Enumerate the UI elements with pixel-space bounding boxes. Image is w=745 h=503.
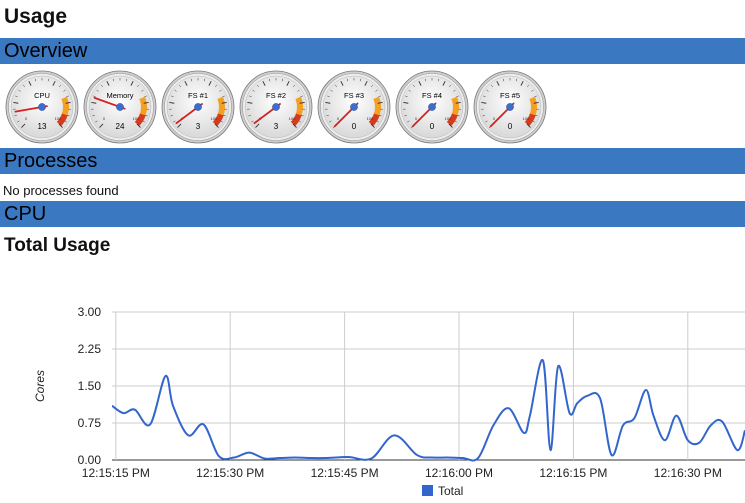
section-header-processes: Processes	[0, 148, 745, 174]
gauge-max-label: 100	[523, 116, 530, 121]
gauge-hub	[194, 103, 202, 111]
gauge-memory: 0 100 Memory 24	[83, 70, 157, 144]
x-tick-label: 12:15:15 PM	[82, 466, 150, 480]
gauge-max-label: 100	[55, 116, 62, 121]
gauge-value: 0	[508, 122, 513, 131]
gauge-value: 0	[430, 122, 435, 131]
section-header-overview: Overview	[0, 38, 745, 64]
legend-swatch-total	[422, 485, 433, 496]
gauge-hub	[272, 103, 280, 111]
gauge-cpu: 0 100 CPU 13	[5, 70, 79, 144]
gauge-value: 3	[196, 122, 201, 131]
x-tick-label: 12:15:30 PM	[196, 466, 264, 480]
gauge-row: 0 100 CPU 13 0 100 Memory 24 0 100 FS #1 3 0 100 FS #2…	[0, 70, 745, 146]
y-tick-label: 1.50	[78, 379, 102, 393]
gauge-warning-band	[451, 96, 459, 116]
gauge-fs-4: 0 100 FS #4 0	[395, 70, 469, 144]
cpu-usage-chart-svg: 0.00 0.75 1.50 2.25 3.00 12:15:15 PM 12:15:30 …	[33, 305, 745, 498]
x-tick-label: 12:16:00 PM	[425, 466, 493, 480]
processes-empty-message: No processes found	[3, 183, 119, 198]
gauge-label: FS #5	[500, 91, 520, 100]
gauge-dial: 0 100 Memory 24	[83, 70, 157, 144]
section-header-cpu: CPU	[0, 201, 745, 227]
gauge-warning-band	[139, 96, 147, 116]
y-tick-label: 0.75	[78, 416, 102, 430]
x-tick-label: 12:16:15 PM	[539, 466, 607, 480]
gauge-warning-band	[61, 96, 69, 116]
x-tick-label: 12:16:30 PM	[654, 466, 722, 480]
gauge-value: 24	[116, 122, 125, 131]
gauge-dial: 0 100 FS #4 0	[395, 70, 469, 144]
gauge-value: 0	[352, 122, 357, 131]
gauge-min-label: 0	[337, 116, 340, 121]
gauge-min-label: 0	[103, 116, 106, 121]
gauge-warning-band	[529, 96, 537, 116]
gauge-min-label: 0	[415, 116, 418, 121]
legend-label-total: Total	[438, 484, 463, 498]
gauge-hub	[116, 103, 124, 111]
chart-gridlines	[112, 311, 745, 461]
gauge-min-label: 0	[25, 116, 28, 121]
gauge-hub	[350, 103, 358, 111]
gauge-label: CPU	[34, 91, 50, 100]
gauge-fs-3: 0 100 FS #3 0	[317, 70, 391, 144]
x-tick-label: 12:15:45 PM	[311, 466, 379, 480]
gauge-warning-band	[373, 96, 381, 116]
chart-legend: Total	[422, 484, 463, 498]
y-tick-label: 0.00	[78, 453, 102, 467]
gauge-max-label: 100	[367, 116, 374, 121]
gauge-dial: 0 100 FS #3 0	[317, 70, 391, 144]
gauge-label: Memory	[106, 91, 133, 100]
gauge-max-label: 100	[211, 116, 218, 121]
page-title: Usage	[4, 5, 68, 28]
gauge-label: FS #3	[344, 91, 364, 100]
gauge-max-label: 100	[133, 116, 140, 121]
cpu-total-usage-heading: Total Usage	[4, 235, 111, 256]
gauge-dial: 0 100 FS #5 0	[473, 70, 547, 144]
y-tick-label: 2.25	[78, 342, 102, 356]
gauge-min-label: 0	[493, 116, 496, 121]
gauge-warning-band	[217, 96, 225, 116]
series-line-total	[112, 359, 745, 462]
y-axis-title: Cores	[33, 370, 47, 402]
gauge-label: FS #4	[422, 91, 442, 100]
gauge-max-label: 100	[445, 116, 452, 121]
gauge-value: 3	[274, 122, 279, 131]
gauge-hub	[38, 103, 46, 111]
cpu-usage-chart: 0.00 0.75 1.50 2.25 3.00 12:15:15 PM 12:15:30 …	[0, 296, 745, 503]
gauge-value: 13	[38, 122, 47, 131]
gauge-hub	[506, 103, 514, 111]
y-tick-label: 3.00	[78, 305, 102, 319]
gauge-label: FS #2	[266, 91, 286, 100]
gauge-dial: 0 100 CPU 13	[5, 70, 79, 144]
gauge-label: FS #1	[188, 91, 208, 100]
gauge-max-label: 100	[289, 116, 296, 121]
gauge-hub	[428, 103, 436, 111]
gauge-fs-5: 0 100 FS #5 0	[473, 70, 547, 144]
gauge-warning-band	[295, 96, 303, 116]
